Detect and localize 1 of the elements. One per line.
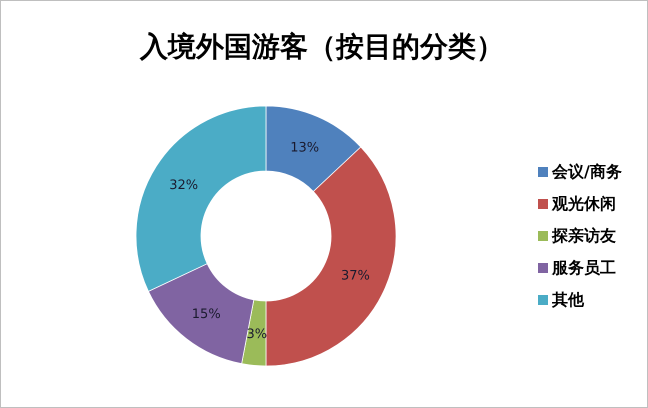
title: 入境外国游客（按目的分类） bbox=[140, 30, 504, 63]
